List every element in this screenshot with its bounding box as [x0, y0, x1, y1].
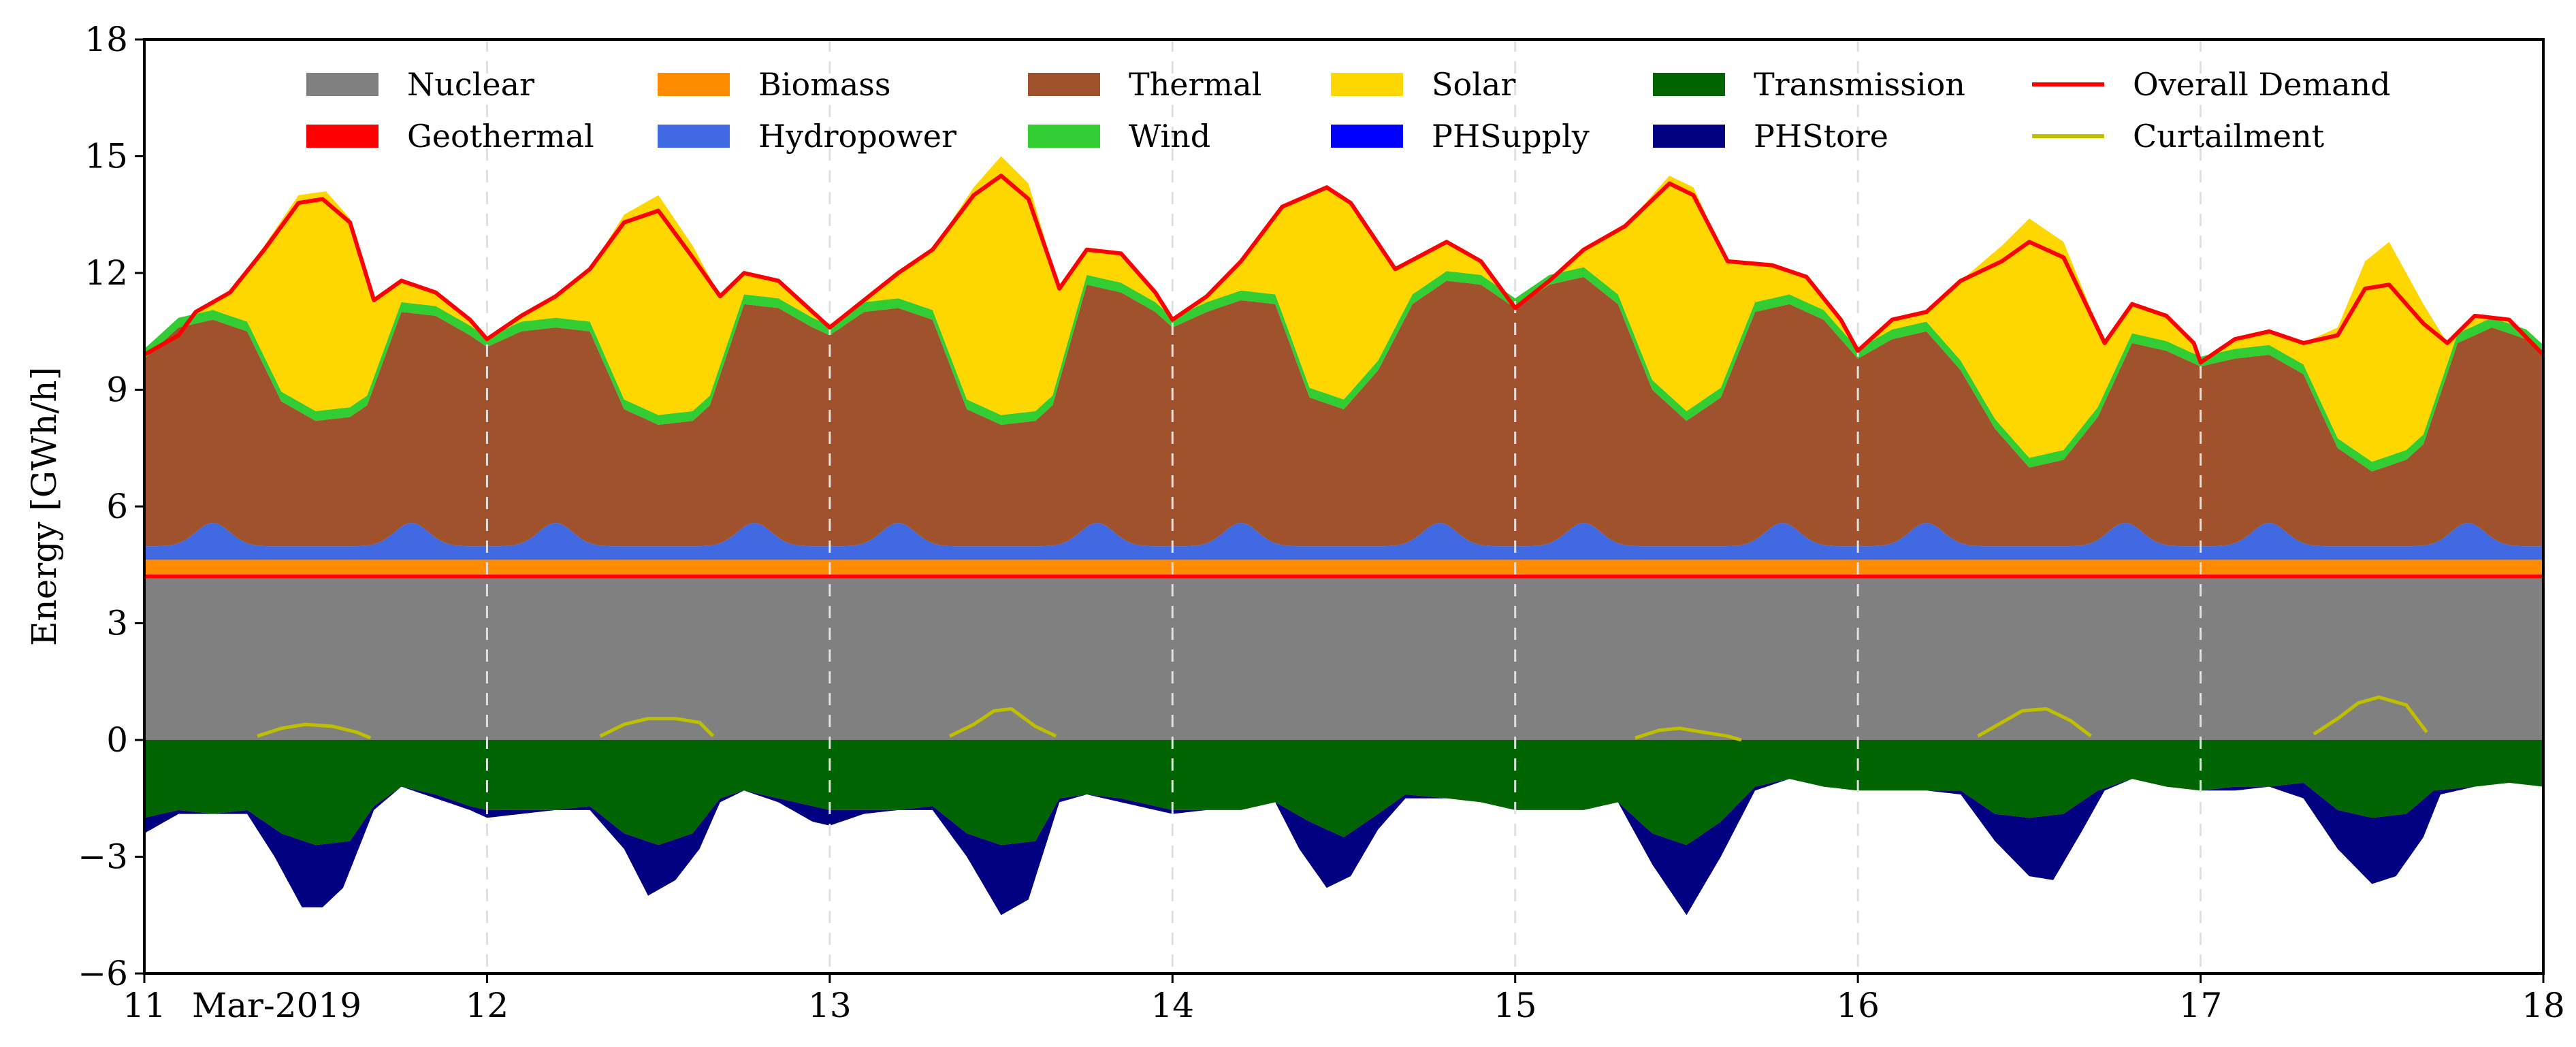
x-axis-ticks: 11 12 13 14 15 16 17 18 — [123, 973, 2565, 1025]
legend-swatch-phstore — [1653, 125, 1725, 148]
series-nuclear — [144, 578, 2543, 740]
x-tick-label: 11 — [123, 986, 166, 1025]
series-curtailment-line — [1977, 707, 2093, 738]
legend-swatch-wind — [1028, 125, 1100, 148]
legend-swatch-biomass — [658, 73, 730, 96]
legend-label-phsupply: PHSupply — [1432, 118, 1590, 155]
series-curtailment-line — [257, 722, 372, 740]
legend-swatch-hydropower — [658, 125, 730, 148]
y-tick-label: 12 — [84, 253, 128, 293]
series-curtailment-line — [1635, 726, 1742, 742]
y-tick-label: 6 — [106, 487, 128, 526]
x-tick-label: 16 — [1836, 986, 1880, 1025]
series-curtailment-line — [2313, 695, 2428, 736]
y-tick-label: 18 — [84, 20, 128, 59]
series-overall-demand-line — [143, 174, 2545, 365]
y-tick-label: −3 — [78, 837, 128, 877]
x-tick-label: 17 — [2179, 986, 2223, 1025]
y-tick-label: 9 — [106, 370, 128, 410]
legend-label-curtailment: Curtailment — [2133, 118, 2325, 155]
series-biomass — [144, 560, 2543, 575]
x-tick-label: 13 — [808, 986, 852, 1025]
legend-label-geothermal: Geothermal — [407, 118, 594, 155]
y-tick-label: 15 — [84, 137, 128, 176]
legend-label-nuclear: Nuclear — [407, 66, 534, 103]
legend-label-wind: Wind — [1129, 118, 1210, 155]
series-curtailment-line — [949, 707, 1057, 738]
series-phstore — [144, 779, 2543, 916]
y-tick-label: −6 — [78, 954, 128, 993]
x-tick-label: 18 — [2522, 986, 2565, 1025]
series-curtailment-line — [599, 717, 715, 738]
legend-label-overall-demand: Overall Demand — [2133, 66, 2391, 103]
legend-swatch-geothermal — [306, 125, 379, 148]
legend-swatch-thermal — [1028, 73, 1100, 96]
series-geothermal — [144, 575, 2543, 579]
y-tick-label: 0 — [106, 720, 128, 760]
legend-label-phstore: PHStore — [1754, 118, 1888, 155]
legend-label-biomass: Biomass — [758, 66, 890, 103]
series-hydropower — [144, 523, 2543, 560]
legend-swatch-solar — [1331, 73, 1403, 96]
legend: Nuclear Biomass Thermal Solar Transmission Ov… — [306, 66, 2391, 155]
x-tick-label: 15 — [1494, 986, 1537, 1025]
y-axis-ticks: −6 −3 0 3 6 9 12 15 18 — [78, 20, 144, 993]
legend-swatch-phsupply — [1331, 125, 1403, 148]
legend-label-solar: Solar — [1432, 66, 1515, 103]
legend-label-transmission: Transmission — [1754, 66, 1965, 103]
series-transmission — [144, 740, 2543, 845]
legend-swatch-transmission — [1653, 73, 1725, 96]
y-axis-label: Energy [GWh/h] — [25, 367, 64, 646]
x-tick-label: 14 — [1150, 986, 1194, 1025]
x-tick-label: 12 — [466, 986, 509, 1025]
series-solar — [144, 156, 2543, 462]
plot-layers — [144, 156, 2543, 916]
y-tick-label: 3 — [106, 604, 128, 643]
series-lines — [143, 174, 2545, 742]
legend-label-thermal: Thermal — [1129, 66, 1261, 103]
legend-label-hydropower: Hydropower — [758, 118, 956, 155]
series-thermal — [144, 276, 2543, 547]
legend-swatch-nuclear — [306, 73, 379, 96]
x-month-label: Mar-2019 — [192, 986, 361, 1025]
grid-lines — [485, 39, 2202, 973]
